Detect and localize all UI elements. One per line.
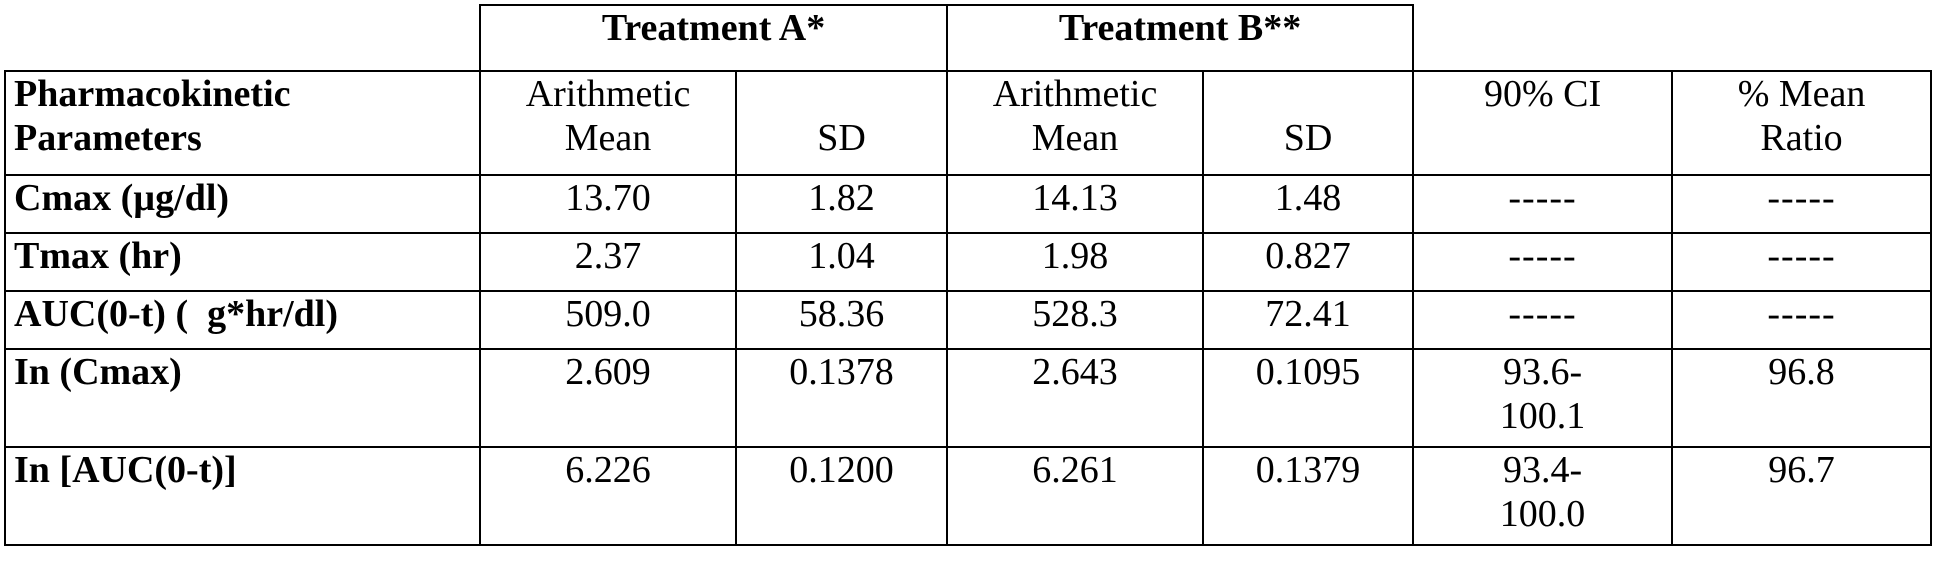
param-cell: In (Cmax) xyxy=(5,349,480,447)
b-sd-header-label: SD xyxy=(1210,116,1406,160)
a-sd-cell: 58.36 xyxy=(736,291,947,349)
b-mean-header-line1: Arithmetic xyxy=(954,72,1196,116)
b-mean-header: Arithmetic Mean xyxy=(947,71,1203,175)
a-mean-cell: 509.0 xyxy=(480,291,736,349)
a-sd-header-label: SD xyxy=(743,116,940,160)
ratio-cell: ----- xyxy=(1672,291,1931,349)
parameters-header-line2: Parameters xyxy=(14,116,473,160)
table-row: In (Cmax) 2.609 0.1378 2.643 0.1095 93.6… xyxy=(5,349,1931,447)
b-mean-cell: 14.13 xyxy=(947,175,1203,233)
ratio-cell: ----- xyxy=(1672,233,1931,291)
b-mean-cell: 2.643 xyxy=(947,349,1203,447)
a-sd-cell: 0.1200 xyxy=(736,447,947,545)
param-cell: Tmax (hr) xyxy=(5,233,480,291)
b-sd-cell: 72.41 xyxy=(1203,291,1413,349)
group-header-row: Treatment A* Treatment B** xyxy=(5,5,1931,71)
a-mean-cell: 2.609 xyxy=(480,349,736,447)
a-mean-cell: 13.70 xyxy=(480,175,736,233)
b-mean-header-line2: Mean xyxy=(954,116,1196,160)
ratio-header-line1: % Mean xyxy=(1679,72,1924,116)
b-sd-cell: 0.1379 xyxy=(1203,447,1413,545)
param-cell: AUC(0-t) ( g*hr/dl) xyxy=(5,291,480,349)
b-mean-cell: 528.3 xyxy=(947,291,1203,349)
header-right-blank xyxy=(1413,5,1931,71)
ci-header: 90% CI xyxy=(1413,71,1672,175)
pharmacokinetic-table: Treatment A* Treatment B** Pharmacokinet… xyxy=(4,4,1932,546)
param-cell: In [AUC(0-t)] xyxy=(5,447,480,545)
ci-cell: ----- xyxy=(1413,291,1672,349)
ratio-cell: 96.7 xyxy=(1672,447,1931,545)
b-sd-cell: 0.1095 xyxy=(1203,349,1413,447)
table-row: Tmax (hr) 2.37 1.04 1.98 0.827 ----- ---… xyxy=(5,233,1931,291)
ratio-header: % Mean Ratio xyxy=(1672,71,1931,175)
b-mean-cell: 6.261 xyxy=(947,447,1203,545)
header-corner-blank xyxy=(5,5,480,71)
b-sd-header: SD xyxy=(1203,71,1413,175)
ci-cell-line1: 93.4- xyxy=(1420,448,1665,492)
parameters-header-line1: Pharmacokinetic xyxy=(14,72,473,116)
ci-cell: 93.6- 100.1 xyxy=(1413,349,1672,447)
ci-header-label: 90% CI xyxy=(1420,72,1665,116)
a-sd-cell: 1.04 xyxy=(736,233,947,291)
a-mean-header-line1: Arithmetic xyxy=(487,72,729,116)
ci-cell: ----- xyxy=(1413,175,1672,233)
table-row: In [AUC(0-t)] 6.226 0.1200 6.261 0.1379 … xyxy=(5,447,1931,545)
ci-cell-line2: 100.1 xyxy=(1420,394,1665,438)
b-sd-cell: 1.48 xyxy=(1203,175,1413,233)
b-sd-cell: 0.827 xyxy=(1203,233,1413,291)
ratio-header-line2: Ratio xyxy=(1679,116,1924,160)
a-mean-header: Arithmetic Mean xyxy=(480,71,736,175)
ci-cell: ----- xyxy=(1413,233,1672,291)
a-sd-cell: 1.82 xyxy=(736,175,947,233)
param-cell: Cmax (µg/dl) xyxy=(5,175,480,233)
table-row: Cmax (µg/dl) 13.70 1.82 14.13 1.48 -----… xyxy=(5,175,1931,233)
treatment-b-header: Treatment B** xyxy=(947,5,1413,71)
ci-cell: 93.4- 100.0 xyxy=(1413,447,1672,545)
a-sd-header: SD xyxy=(736,71,947,175)
parameters-header: Pharmacokinetic Parameters xyxy=(5,71,480,175)
a-mean-cell: 2.37 xyxy=(480,233,736,291)
treatment-a-header: Treatment A* xyxy=(480,5,947,71)
a-mean-header-line2: Mean xyxy=(487,116,729,160)
ci-cell-line2: 100.0 xyxy=(1420,492,1665,536)
table-row: AUC(0-t) ( g*hr/dl) 509.0 58.36 528.3 72… xyxy=(5,291,1931,349)
ratio-cell: 96.8 xyxy=(1672,349,1931,447)
ci-cell-line1: 93.6- xyxy=(1420,350,1665,394)
ratio-cell: ----- xyxy=(1672,175,1931,233)
a-mean-cell: 6.226 xyxy=(480,447,736,545)
a-sd-cell: 0.1378 xyxy=(736,349,947,447)
b-mean-cell: 1.98 xyxy=(947,233,1203,291)
column-header-row: Pharmacokinetic Parameters Arithmetic Me… xyxy=(5,71,1931,175)
